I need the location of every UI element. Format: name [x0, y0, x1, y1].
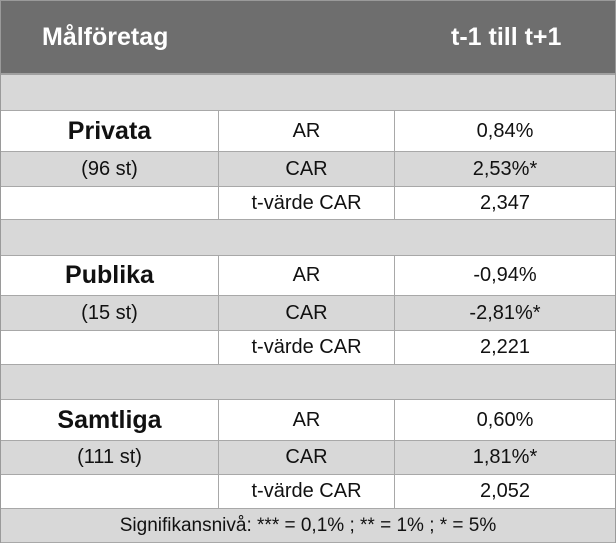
metric-value: 0,84%: [394, 111, 615, 151]
table-row: (15 st) CAR -2,81%*: [1, 296, 615, 331]
metric-value: 2,052: [394, 475, 615, 508]
metric-value: 1,81%*: [394, 441, 615, 474]
empty-cell: [1, 331, 218, 364]
table-row: t-värde CAR 2,221: [1, 331, 615, 365]
table-row: Privata AR 0,84%: [1, 111, 615, 152]
spacer-row: [1, 220, 615, 256]
metric-value: -2,81%*: [394, 296, 615, 330]
table-row: Samtliga AR 0,60%: [1, 400, 615, 441]
header-window: t-1 till t+1: [451, 23, 562, 51]
metric-value: 2,53%*: [394, 152, 615, 186]
table-row: t-värde CAR 2,347: [1, 187, 615, 220]
metric-label: t-värde CAR: [218, 475, 394, 508]
table-row: (96 st) CAR 2,53%*: [1, 152, 615, 187]
header-target-company: Målföretag: [42, 23, 169, 51]
group-name: Publika: [65, 261, 154, 289]
table-row: Publika AR -0,94%: [1, 256, 615, 296]
spacer-row: [1, 75, 615, 111]
spacer-row: [1, 365, 615, 400]
table-header: Målföretag t-1 till t+1: [1, 1, 615, 75]
group-name: Samtliga: [57, 405, 162, 434]
metric-value: 2,221: [394, 331, 615, 364]
metric-label: t-värde CAR: [218, 187, 394, 219]
metric-label: CAR: [218, 441, 394, 474]
metric-value: -0,94%: [394, 256, 615, 295]
table-row: t-värde CAR 2,052: [1, 475, 615, 509]
group-count: (96 st): [81, 157, 138, 180]
metric-label: AR: [218, 111, 394, 151]
metric-label: CAR: [218, 152, 394, 186]
group-name: Privata: [67, 116, 152, 145]
metric-label: AR: [218, 400, 394, 440]
metric-label: CAR: [218, 296, 394, 330]
group-count: (15 st): [81, 301, 138, 324]
empty-cell: [1, 187, 218, 219]
metric-value: 2,347: [394, 187, 615, 219]
metric-label: AR: [218, 256, 394, 295]
table-row: (111 st) CAR 1,81%*: [1, 441, 615, 475]
metric-value: 0,60%: [394, 400, 615, 440]
group-count: (111 st): [77, 446, 142, 468]
metric-label: t-värde CAR: [218, 331, 394, 364]
empty-cell: [1, 475, 218, 508]
significance-note: Signifikansnivå: *** = 0,1% ; ** = 1% ; …: [1, 509, 615, 543]
